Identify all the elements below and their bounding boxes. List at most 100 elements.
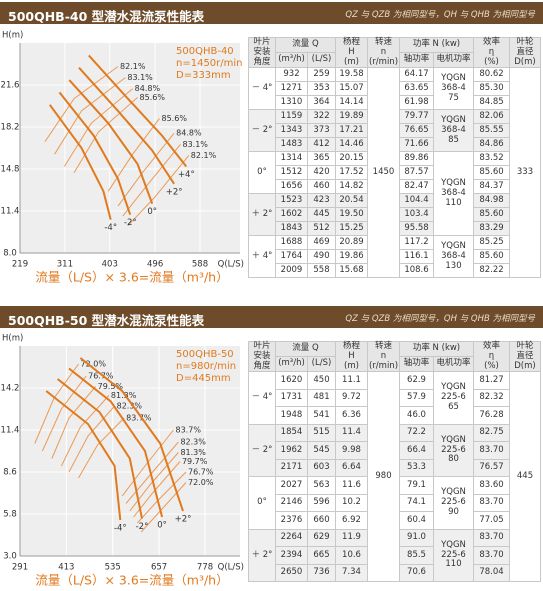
data-cell: 84.98 xyxy=(473,193,510,209)
data-cell: 11.4 xyxy=(335,423,368,443)
data-cell: 20.89 xyxy=(335,235,368,251)
y-tick-label: 21.6 xyxy=(1,81,20,91)
efficiency-label: 83.7% xyxy=(126,414,152,423)
data-cell: 1483 xyxy=(275,137,308,153)
header-row: (m³/h) (L/S) 轴功率 电机功率 xyxy=(249,356,541,373)
efficiency-line xyxy=(44,66,119,143)
data-cell: 82.06 xyxy=(473,109,510,125)
data-cell: 9.72 xyxy=(335,388,368,408)
data-cell: 117.2 xyxy=(399,235,434,251)
cell-line: H xyxy=(348,350,355,361)
efficiency-line xyxy=(121,429,174,497)
table-row: 1731 481 9.72 57.9 82.32 xyxy=(249,388,541,408)
head-curve xyxy=(68,79,154,204)
angle-cell: 0° xyxy=(248,476,276,530)
head-curve xyxy=(45,390,122,521)
data-cell: 10.2 xyxy=(335,493,368,513)
data-cell: 10.6 xyxy=(335,546,368,565)
data-cell: 85.60 xyxy=(473,207,510,223)
speed-cell: 980 xyxy=(367,371,400,583)
motor-cell: YQGN 225-6 90 xyxy=(433,476,474,530)
angle-cell: － 2° xyxy=(248,109,276,153)
cell-line: 角度 xyxy=(253,56,271,67)
data-cell: 6.92 xyxy=(335,511,368,530)
header-cell: 流量 Q xyxy=(275,340,336,358)
efficiency-line xyxy=(34,363,79,444)
motor-cell: YQGN 368-4 110 xyxy=(433,151,474,237)
efficiency-line xyxy=(63,88,134,167)
data-cell: 450 xyxy=(307,371,336,390)
data-cell: 460 xyxy=(307,179,336,195)
angle-cell: ＋ 2° xyxy=(248,193,276,237)
header-row: 叶片 安装 角度 流量 Q 杨程 H (m) 转速 n (r/min) 功率 N (kw) 效率 η (%… xyxy=(248,36,541,69)
cell-line: 叶片 xyxy=(253,37,271,47)
cell-line: D(m) xyxy=(514,360,536,371)
data-cell: 665 xyxy=(307,546,336,565)
section-header: 500QHB-50 型潜水混流泵性能表 QZ 与 QZB 为相同型号，QH 与 … xyxy=(0,306,543,328)
head-curve xyxy=(58,91,132,216)
data-cell: 82.32 xyxy=(473,388,510,408)
motor-cell: YQGN 368-4 85 xyxy=(433,109,474,153)
cell-line: 杨程 xyxy=(342,341,360,351)
header-cell: 杨程 H (m) xyxy=(335,340,368,373)
head-curve xyxy=(56,378,143,519)
data-cell: 1271 xyxy=(275,81,308,97)
cell-line: 杨程 xyxy=(342,37,360,47)
header-cell: 效率 η (%) xyxy=(473,36,510,69)
cell-line: 65 xyxy=(448,401,459,412)
cell-line: 转速 xyxy=(374,37,392,47)
data-cell: 91.0 xyxy=(399,528,434,548)
cell-line: YQGN xyxy=(441,115,466,126)
data-cell: 79.1 xyxy=(399,476,434,495)
data-cell: 83.70 xyxy=(473,441,510,460)
data-cell: 85.5 xyxy=(399,546,434,565)
table-body: － 4° 932 259 19.58 1450 64.17 YQGN 368-4 75 80.62… xyxy=(248,67,541,279)
data-cell: 89.86 xyxy=(399,151,434,167)
motor-cell: YQGN 368-4 75 xyxy=(433,67,474,111)
header-cell: 功率 N (kw) xyxy=(399,340,474,358)
data-cell: 108.6 xyxy=(399,263,434,279)
y-tick-label: 11.4 xyxy=(1,426,20,436)
efficiency-line xyxy=(73,97,138,173)
data-cell: 84.86 xyxy=(473,137,510,153)
data-cell: 83.70 xyxy=(473,546,510,565)
cell-line: 85 xyxy=(448,134,459,145)
data-cell: 82.47 xyxy=(399,179,434,195)
efficiency-line xyxy=(125,441,179,504)
efficiency-label: 83.7% xyxy=(176,426,202,435)
efficiency-label: 76.7% xyxy=(188,468,214,477)
cell-line: YQGN xyxy=(441,73,466,84)
curve-label: +2° xyxy=(175,515,192,525)
data-cell: 469 xyxy=(307,235,336,251)
table-row: 1962 545 9.98 66.4 83.70 xyxy=(249,441,541,460)
data-cell: 1764 xyxy=(275,249,308,265)
table-head: 叶片 安装 角度 流量 Q 杨程 H (m) 转速 n (r/min) 功率 N (kw) 效率 η (%… xyxy=(248,36,541,69)
data-cell: 412 xyxy=(307,137,336,153)
cell-line: n xyxy=(380,350,387,361)
efficiency-label: 82.1% xyxy=(191,151,217,160)
data-cell: 1688 xyxy=(275,235,308,251)
x-tick-label: 413 xyxy=(58,563,74,573)
section-header: 500QHB-40 型潜水混流泵性能表 QZ 与 QZB 为相同型号，QH 与 … xyxy=(0,2,543,24)
data-cell: 512 xyxy=(307,221,336,237)
table-row: 2009 558 15.68 108.6 82.22 xyxy=(249,263,541,279)
table-row: ＋ 2° 2264 629 11.9 91.0 YQGN 225-6 110 83.70 xyxy=(248,528,541,583)
data-cell: 71.66 xyxy=(399,137,434,153)
data-cell: 373 xyxy=(307,123,336,139)
data-cell: 1602 xyxy=(275,207,308,223)
cell-line: 效率 xyxy=(482,37,500,47)
data-cell: 322 xyxy=(307,109,336,125)
cell-line: 80 xyxy=(448,454,459,465)
efficiency-line xyxy=(78,417,125,479)
cell-line: YQGN xyxy=(441,178,466,189)
section-note: QZ 与 QZB 为相同型号，QH 与 QHB 为相同型号 xyxy=(345,314,535,324)
head-curve xyxy=(48,104,112,220)
data-cell: 82.75 xyxy=(473,423,510,443)
head-curve xyxy=(68,367,164,518)
angle-cell: － 2° xyxy=(248,423,276,478)
chart-info: D=333mm xyxy=(176,70,231,81)
cell-line: 90 xyxy=(448,506,459,517)
plot-background xyxy=(20,346,240,556)
efficiency-line xyxy=(129,452,179,512)
angle-cell: ＋ 4° xyxy=(248,235,276,279)
